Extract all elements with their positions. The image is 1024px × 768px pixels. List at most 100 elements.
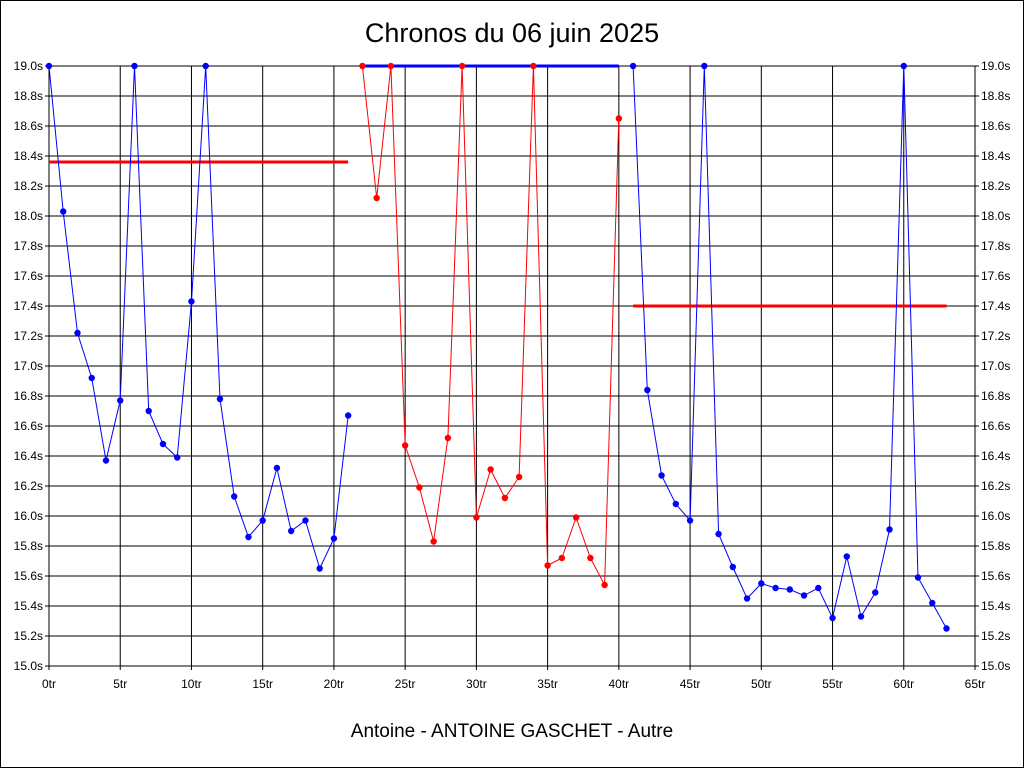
- data-point: [843, 553, 850, 560]
- x-tick-label: 50tr: [751, 677, 772, 691]
- reference-segments: [49, 64, 947, 308]
- data-point: [558, 554, 566, 562]
- data-point: [701, 62, 708, 70]
- data-point: [473, 514, 480, 521]
- data-point: [886, 526, 893, 533]
- data-point: [458, 62, 466, 70]
- data-point: [786, 586, 793, 593]
- data-point: [174, 454, 181, 461]
- data-point: [88, 374, 95, 382]
- data-point: [587, 554, 594, 562]
- data-point: [929, 599, 936, 607]
- data-point: [60, 208, 67, 215]
- data-point: [359, 62, 366, 70]
- data-point: [572, 514, 580, 521]
- data-point: [287, 527, 295, 535]
- data-point: [772, 584, 779, 592]
- series-lines: [48, 65, 947, 629]
- y-tick-label-left: 18.0s: [14, 209, 43, 223]
- data-point: [245, 533, 252, 541]
- y-tick-label-right: 17.2s: [981, 329, 1010, 343]
- y-tick-label-left: 16.4s: [14, 449, 43, 463]
- x-tick-label: 25tr: [395, 677, 416, 691]
- data-point: [231, 493, 238, 500]
- data-point: [330, 535, 338, 542]
- x-tick-label: 60tr: [893, 677, 914, 691]
- y-tick-label-right: 15.2s: [981, 629, 1010, 643]
- y-tick-label-left: 15.8s: [14, 539, 43, 553]
- data-point: [444, 434, 452, 442]
- data-point: [416, 484, 423, 491]
- y-tick-label-left: 16.6s: [14, 419, 43, 433]
- data-point: [344, 412, 352, 419]
- y-tick-label-left: 17.4s: [14, 299, 43, 313]
- data-point: [302, 517, 309, 524]
- y-tick-label-right: 18.0s: [981, 209, 1010, 223]
- data-point: [900, 62, 907, 70]
- y-tick-label-left: 17.8s: [14, 239, 43, 253]
- data-point: [259, 517, 266, 524]
- data-point: [729, 563, 737, 571]
- data-point: [74, 329, 81, 337]
- y-tick-label-right: 16.6s: [981, 419, 1010, 433]
- x-tick-label: 35tr: [537, 677, 558, 691]
- data-point: [387, 62, 395, 70]
- data-point: [743, 595, 751, 602]
- y-tick-label-left: 15.6s: [14, 569, 43, 583]
- y-tick-label-left: 15.0s: [14, 659, 43, 673]
- data-point: [857, 613, 865, 620]
- y-tick-label-right: 19.0s: [981, 59, 1010, 73]
- data-point: [615, 115, 623, 122]
- data-point: [145, 407, 152, 415]
- data-point: [117, 397, 124, 404]
- data-point: [800, 592, 808, 599]
- y-tick-label-left: 17.2s: [14, 329, 43, 343]
- y-tick-label-right: 15.8s: [981, 539, 1010, 553]
- x-tick-label: 5tr: [113, 677, 127, 691]
- data-point: [45, 62, 53, 70]
- y-tick-label-left: 18.6s: [14, 119, 43, 133]
- y-tick-label-right: 18.4s: [981, 149, 1010, 163]
- data-point: [373, 194, 380, 202]
- y-tick-label-left: 17.0s: [14, 359, 43, 373]
- data-point: [159, 440, 167, 448]
- data-point: [188, 298, 195, 305]
- x-tick-label: 20tr: [324, 677, 345, 691]
- y-tick-label-left: 18.8s: [14, 89, 43, 103]
- x-tick-label: 55tr: [822, 677, 843, 691]
- data-point: [544, 562, 551, 569]
- y-tick-label-left: 16.0s: [14, 509, 43, 523]
- tick-labels: 15.0s 15.0s 15.2s 15.2s 15.4s 15.4s 15.6s 15.6s…: [14, 59, 1011, 691]
- data-point: [758, 580, 765, 587]
- data-point: [501, 494, 509, 502]
- y-tick-label-right: 17.6s: [981, 269, 1010, 283]
- data-point: [530, 62, 537, 70]
- y-tick-label-right: 16.0s: [981, 509, 1010, 523]
- data-point: [686, 517, 694, 524]
- data-point: [658, 472, 665, 479]
- data-point: [430, 538, 437, 545]
- data-point: [273, 464, 281, 472]
- x-tick-label: 30tr: [466, 677, 487, 691]
- y-tick-label-right: 18.8s: [981, 89, 1010, 103]
- x-tick-label: 40tr: [609, 677, 630, 691]
- data-point: [401, 442, 409, 449]
- y-tick-label-right: 17.0s: [981, 359, 1010, 373]
- data-point: [872, 589, 879, 596]
- data-point: [715, 530, 722, 538]
- y-tick-label-right: 16.8s: [981, 389, 1010, 403]
- y-tick-label-left: 16.2s: [14, 479, 43, 493]
- y-tick-label-left: 18.2s: [14, 179, 43, 193]
- x-tick-label: 65tr: [965, 677, 986, 691]
- x-tick-label: 10tr: [181, 677, 202, 691]
- series-points: [45, 62, 950, 632]
- y-tick-label-right: 16.2s: [981, 479, 1010, 493]
- y-tick-label-right: 15.6s: [981, 569, 1010, 583]
- y-tick-label-left: 16.8s: [14, 389, 43, 403]
- x-tick-label: 45tr: [680, 677, 701, 691]
- y-tick-label-left: 17.6s: [14, 269, 43, 283]
- y-tick-label-right: 17.4s: [981, 299, 1010, 313]
- data-point: [815, 584, 822, 592]
